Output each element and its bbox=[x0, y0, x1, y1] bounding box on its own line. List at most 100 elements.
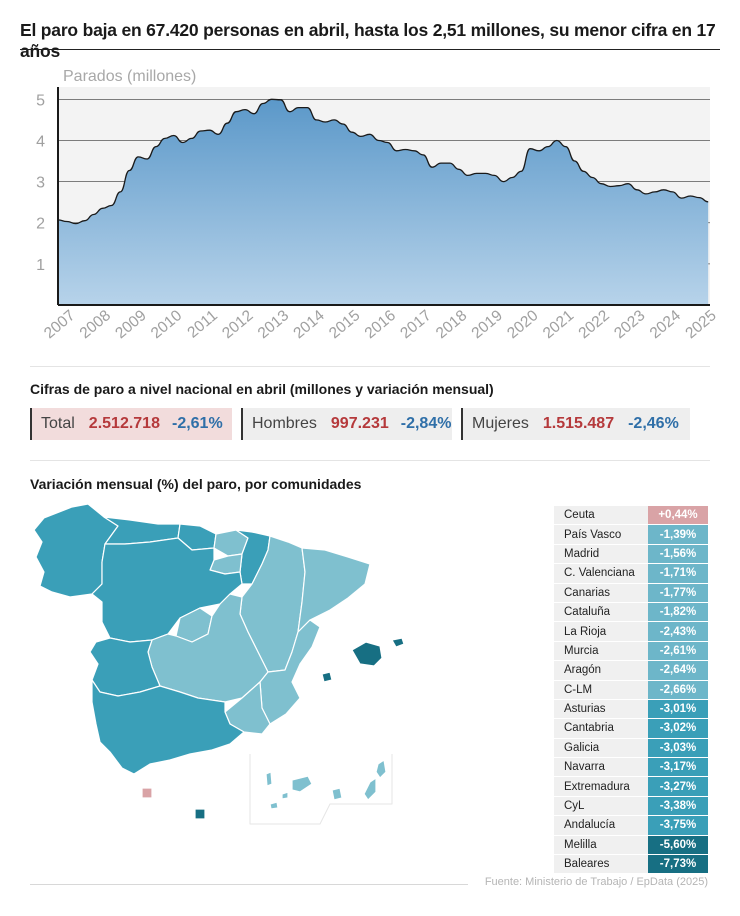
region-change: -3,27% bbox=[648, 776, 708, 797]
region-name: País Vasco bbox=[554, 524, 648, 545]
x-tick-label: 2018 bbox=[433, 307, 470, 342]
region-ceuta bbox=[141, 787, 153, 799]
region-name: La Rioja bbox=[554, 621, 648, 642]
table-row: Cantabria -3,02% bbox=[554, 718, 708, 739]
unemployment-line bbox=[57, 98, 709, 225]
region-canarias-la-gomera bbox=[281, 791, 289, 800]
region-name: Ceuta bbox=[554, 506, 648, 526]
region-name: C. Valenciana bbox=[554, 563, 648, 584]
y-tick-label: 4 bbox=[36, 133, 45, 150]
y-tick-label: 1 bbox=[36, 257, 45, 274]
table-row: C-LM -2,66% bbox=[554, 680, 708, 700]
region-name: Asturias bbox=[554, 699, 648, 720]
stat-change-women: -2,46% bbox=[628, 415, 679, 432]
region-change: -2,43% bbox=[648, 621, 708, 642]
stat-box-total: Total 2.512.718 -2,61% bbox=[30, 408, 232, 440]
region-name: Navarra bbox=[554, 757, 648, 778]
stat-value-total: 2.512.718 bbox=[88, 415, 160, 432]
table-row: Asturias -3,01% bbox=[554, 699, 708, 720]
y-tick-label: 3 bbox=[36, 175, 45, 192]
stat-change-men: -2,84% bbox=[400, 415, 452, 432]
x-tick-label: 2010 bbox=[148, 307, 186, 342]
region-canarias-el-hierro bbox=[269, 801, 279, 810]
region-change: +0,44% bbox=[648, 506, 708, 526]
x-tick-label: 2019 bbox=[469, 307, 506, 342]
table-row: Aragón -2,64% bbox=[554, 660, 708, 681]
region-change: -2,61% bbox=[648, 641, 708, 662]
region-canarias-lanzarote bbox=[375, 759, 387, 779]
stat-box-women: Mujeres 1.515.487 -2,46% bbox=[461, 408, 690, 440]
stat-value-women: 1.515.487 bbox=[542, 415, 615, 432]
region-change: -3,75% bbox=[648, 815, 708, 836]
stat-value-men: 997.231 bbox=[330, 415, 389, 432]
region-name: Canarias bbox=[554, 583, 648, 603]
table-row: Extremadura -3,27% bbox=[554, 776, 708, 797]
region-canarias-la-palma bbox=[265, 771, 273, 787]
region-baleares-menorca bbox=[391, 637, 405, 648]
table-row: C. Valenciana -1,71% bbox=[554, 563, 708, 584]
x-tick-label: 2021 bbox=[540, 307, 577, 342]
region-name: Cataluña bbox=[554, 602, 648, 623]
y-axis-label: Parados (millones) bbox=[63, 68, 196, 85]
region-name: Aragón bbox=[554, 660, 648, 681]
table-row: La Rioja -2,43% bbox=[554, 621, 708, 642]
regional-ranking-table: Ceuta +0,44% País Vasco -1,39% Madrid -1,56% C… bbox=[554, 506, 708, 875]
region-change: -3,17% bbox=[648, 757, 708, 778]
stat-change-total: -2,61% bbox=[171, 415, 223, 432]
y-tick-label: 5 bbox=[36, 92, 45, 109]
table-row: Canarias -1,77% bbox=[554, 583, 708, 603]
region-extremadura bbox=[89, 637, 161, 697]
table-row: Melilla -5,60% bbox=[554, 835, 708, 856]
x-tick-label: 2007 bbox=[41, 307, 78, 342]
region-canarias-tenerife bbox=[291, 775, 313, 793]
region-name: Andalucía bbox=[554, 815, 648, 836]
regions-title: Variación mensual (%) del paro, por comu… bbox=[30, 476, 362, 492]
region-cataluna bbox=[297, 547, 371, 633]
x-tick-label: 2016 bbox=[362, 307, 399, 342]
unemployment-area bbox=[58, 99, 709, 305]
region-canarias-fuerteventura bbox=[363, 777, 377, 801]
table-row: Andalucía -3,75% bbox=[554, 815, 708, 836]
region-name: Galicia bbox=[554, 738, 648, 759]
region-melilla bbox=[194, 808, 206, 820]
x-tick-label: 2009 bbox=[112, 307, 149, 342]
y-tick-labels: 1 2 3 4 5 bbox=[36, 92, 45, 274]
region-canarias-gran-canaria bbox=[331, 787, 343, 801]
x-tick-label: 2024 bbox=[647, 307, 685, 342]
stat-label-women: Mujeres bbox=[472, 415, 529, 432]
stat-label-men: Hombres bbox=[252, 415, 317, 432]
table-row: Baleares -7,73% bbox=[554, 854, 708, 875]
region-change: -2,64% bbox=[648, 660, 708, 681]
spain-choropleth-map bbox=[33, 503, 405, 825]
table-row: Madrid -1,56% bbox=[554, 544, 708, 565]
region-name: CyL bbox=[554, 796, 648, 817]
table-row: País Vasco -1,39% bbox=[554, 524, 708, 545]
region-change: -1,39% bbox=[648, 524, 708, 545]
x-tick-label: 2008 bbox=[77, 307, 114, 342]
section-divider-1 bbox=[30, 366, 710, 367]
source-divider bbox=[30, 884, 468, 885]
table-row: Murcia -2,61% bbox=[554, 641, 708, 662]
region-baleares-mallorca bbox=[351, 641, 383, 667]
canarias-inset-frame bbox=[249, 754, 393, 825]
region-name: Melilla bbox=[554, 835, 648, 856]
x-tick-label: 2025 bbox=[682, 307, 719, 342]
region-change: -3,03% bbox=[648, 738, 708, 759]
x-tick-label: 2013 bbox=[255, 307, 292, 342]
region-change: -3,01% bbox=[648, 699, 708, 720]
table-row: Ceuta +0,44% bbox=[554, 506, 708, 526]
headline-rule bbox=[20, 49, 720, 50]
region-name: Madrid bbox=[554, 544, 648, 565]
table-row: CyL -3,38% bbox=[554, 796, 708, 817]
x-tick-label: 2020 bbox=[504, 307, 542, 342]
region-change: -5,60% bbox=[648, 835, 708, 856]
x-tick-label: 2022 bbox=[575, 307, 612, 342]
region-name: Murcia bbox=[554, 641, 648, 662]
table-row: Galicia -3,03% bbox=[554, 738, 708, 759]
table-row: Cataluña -1,82% bbox=[554, 602, 708, 623]
region-change: -3,02% bbox=[648, 718, 708, 739]
region-change: -3,38% bbox=[648, 796, 708, 817]
x-tick-label: 2023 bbox=[611, 307, 648, 342]
